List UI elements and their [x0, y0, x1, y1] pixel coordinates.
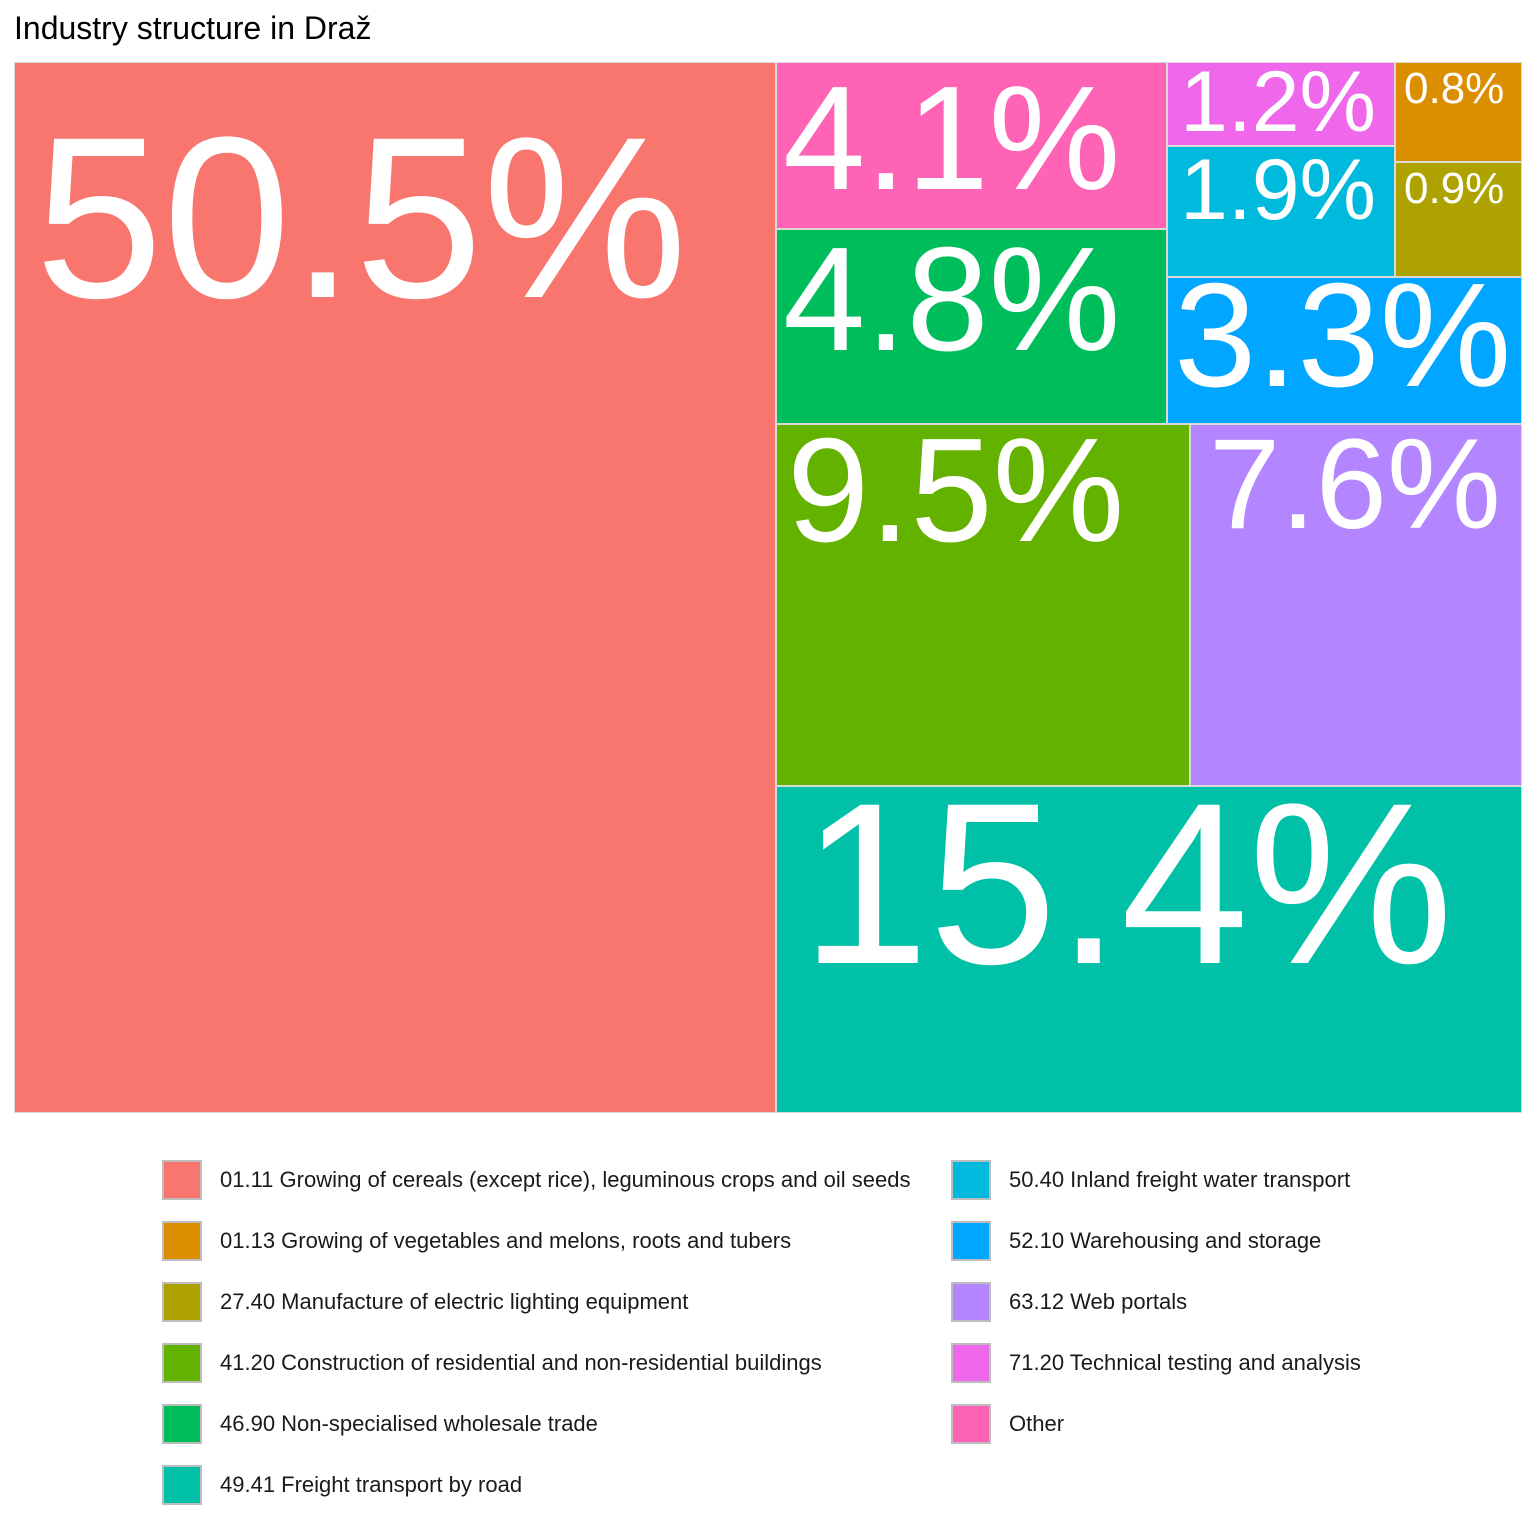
tile-value-label: 15.4%	[801, 786, 1454, 1012]
legend-label: 41.20 Construction of residential and no…	[220, 1350, 822, 1375]
legend-color-key	[162, 1282, 202, 1322]
treemap-tile: 50.5%	[14, 62, 776, 1113]
legend-label: 50.40 Inland freight water transport	[1009, 1167, 1351, 1192]
legend-label: 01.11 Growing of cereals (except rice), …	[220, 1167, 911, 1192]
legend-item: 71.20 Technical testing and analysis	[951, 1341, 1361, 1385]
treemap-tile: 1.9%	[1167, 146, 1395, 277]
tile-value-label: 50.5%	[35, 89, 688, 346]
treemap-tile: 0.9%	[1395, 162, 1522, 277]
legend-item: Other	[951, 1402, 1064, 1446]
legend-color-key	[951, 1221, 991, 1261]
treemap-tile: 0.8%	[1395, 62, 1522, 162]
legend-color-key	[951, 1282, 991, 1322]
legend-label: 71.20 Technical testing and analysis	[1009, 1350, 1361, 1375]
tile-value-label: 9.5%	[787, 424, 1125, 573]
tile-value-label: 1.2%	[1180, 62, 1377, 146]
tile-value-label: 0.9%	[1404, 164, 1505, 213]
tile-value-label: 0.8%	[1404, 64, 1505, 113]
legend-label: 01.13 Growing of vegetables and melons, …	[220, 1228, 792, 1253]
chart-title: Industry structure in Draž	[14, 10, 372, 46]
tile-value-label: 3.3%	[1174, 277, 1512, 418]
legend-item: 52.10 Warehousing and storage	[951, 1219, 1321, 1263]
tile-value-label: 4.1%	[783, 62, 1121, 221]
tile-value-label: 4.8%	[783, 229, 1121, 382]
legend-label: 27.40 Manufacture of electric lighting e…	[220, 1289, 689, 1314]
treemap-tile: 3.3%	[1167, 277, 1522, 424]
legend-color-key	[951, 1160, 991, 1200]
treemap-tile: 4.8%	[776, 229, 1167, 424]
legend-color-key	[162, 1465, 202, 1505]
tile-value-label: 1.9%	[1180, 146, 1377, 238]
legend-item: 41.20 Construction of residential and no…	[162, 1341, 822, 1385]
legend-color-key	[162, 1343, 202, 1383]
treemap-tile: 4.1%	[776, 62, 1167, 229]
treemap-tile: 15.4%	[776, 786, 1522, 1113]
treemap-tile: 7.6%	[1190, 424, 1522, 786]
legend-label: 63.12 Web portals	[1009, 1289, 1188, 1314]
legend-color-key	[951, 1404, 991, 1444]
legend-item: 49.41 Freight transport by road	[162, 1463, 522, 1507]
treemap-tile: 1.2%	[1167, 62, 1395, 146]
legend-item: 46.90 Non-specialised wholesale trade	[162, 1402, 598, 1446]
legend-item: 01.11 Growing of cereals (except rice), …	[162, 1158, 911, 1202]
legend-item: 50.40 Inland freight water transport	[951, 1158, 1350, 1202]
legend: 01.11 Growing of cereals (except rice), …	[0, 1140, 1536, 1530]
legend-color-key	[162, 1404, 202, 1444]
tile-value-label: 7.6%	[1209, 424, 1501, 556]
legend-label: 52.10 Warehousing and storage	[1009, 1228, 1322, 1253]
treemap-plot: 50.5% 4.1% 1.2% 0.8% 1.9% 0.9% 4.8% 3.3% 9.5% 7.6…	[14, 62, 1522, 1113]
legend-color-key	[951, 1343, 991, 1383]
legend-item: 63.12 Web portals	[951, 1280, 1187, 1324]
legend-label: 46.90 Non-specialised wholesale trade	[220, 1411, 598, 1436]
legend-label: 49.41 Freight transport by road	[220, 1472, 523, 1497]
legend-color-key	[162, 1221, 202, 1261]
treemap-tile: 9.5%	[776, 424, 1190, 786]
legend-item: 27.40 Manufacture of electric lighting e…	[162, 1280, 688, 1324]
legend-label: Other	[1009, 1411, 1065, 1436]
legend-color-key	[162, 1160, 202, 1200]
legend-item: 01.13 Growing of vegetables and melons, …	[162, 1219, 791, 1263]
